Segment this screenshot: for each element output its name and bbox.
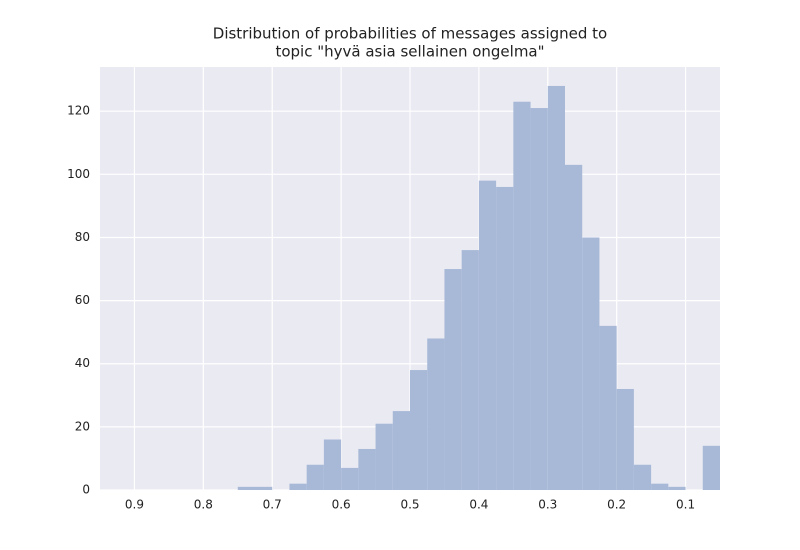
- bar: [323, 439, 342, 490]
- y-tick-label: 40: [75, 356, 90, 370]
- y-tick-label: 80: [75, 230, 90, 244]
- bar: [255, 486, 273, 490]
- y-tick-label: 100: [67, 167, 90, 181]
- bar: [651, 483, 669, 490]
- bar: [237, 486, 255, 490]
- bar: [306, 464, 324, 490]
- bar: [616, 388, 634, 490]
- bar: [702, 445, 720, 490]
- chart-title: Distribution of probabilities of message…: [213, 25, 607, 43]
- x-tick-label: 0.9: [125, 498, 144, 512]
- bar: [513, 101, 531, 490]
- bar: [582, 237, 600, 490]
- bar: [599, 325, 617, 490]
- bar: [547, 85, 565, 490]
- x-tick-label: 0.6: [332, 498, 351, 512]
- bar: [410, 370, 428, 490]
- bar: [358, 448, 376, 490]
- bar: [289, 483, 307, 490]
- bar: [444, 269, 462, 490]
- bar: [392, 411, 410, 490]
- x-tick-label: 0.1: [676, 498, 695, 512]
- bar: [633, 464, 652, 490]
- bar: [427, 338, 445, 490]
- bar: [375, 423, 393, 490]
- x-tick-label: 0.3: [538, 498, 557, 512]
- x-tick-label: 0.5: [400, 498, 419, 512]
- bar: [530, 108, 548, 490]
- y-tick-label: 0: [82, 483, 90, 497]
- x-tick-label: 0.8: [194, 498, 213, 512]
- y-tick-label: 20: [75, 419, 90, 433]
- y-tick-label: 60: [75, 293, 90, 307]
- x-tick-label: 0.4: [469, 498, 488, 512]
- bar: [496, 186, 514, 490]
- y-tick-label: 120: [67, 104, 90, 118]
- chart-title: topic "hyvä asia sellainen ongelma": [275, 43, 544, 61]
- bar: [341, 467, 359, 490]
- x-tick-label: 0.7: [263, 498, 282, 512]
- bar: [668, 486, 686, 490]
- bar: [565, 164, 583, 490]
- bar: [478, 180, 497, 490]
- x-tick-label: 0.2: [607, 498, 626, 512]
- bar: [461, 250, 479, 490]
